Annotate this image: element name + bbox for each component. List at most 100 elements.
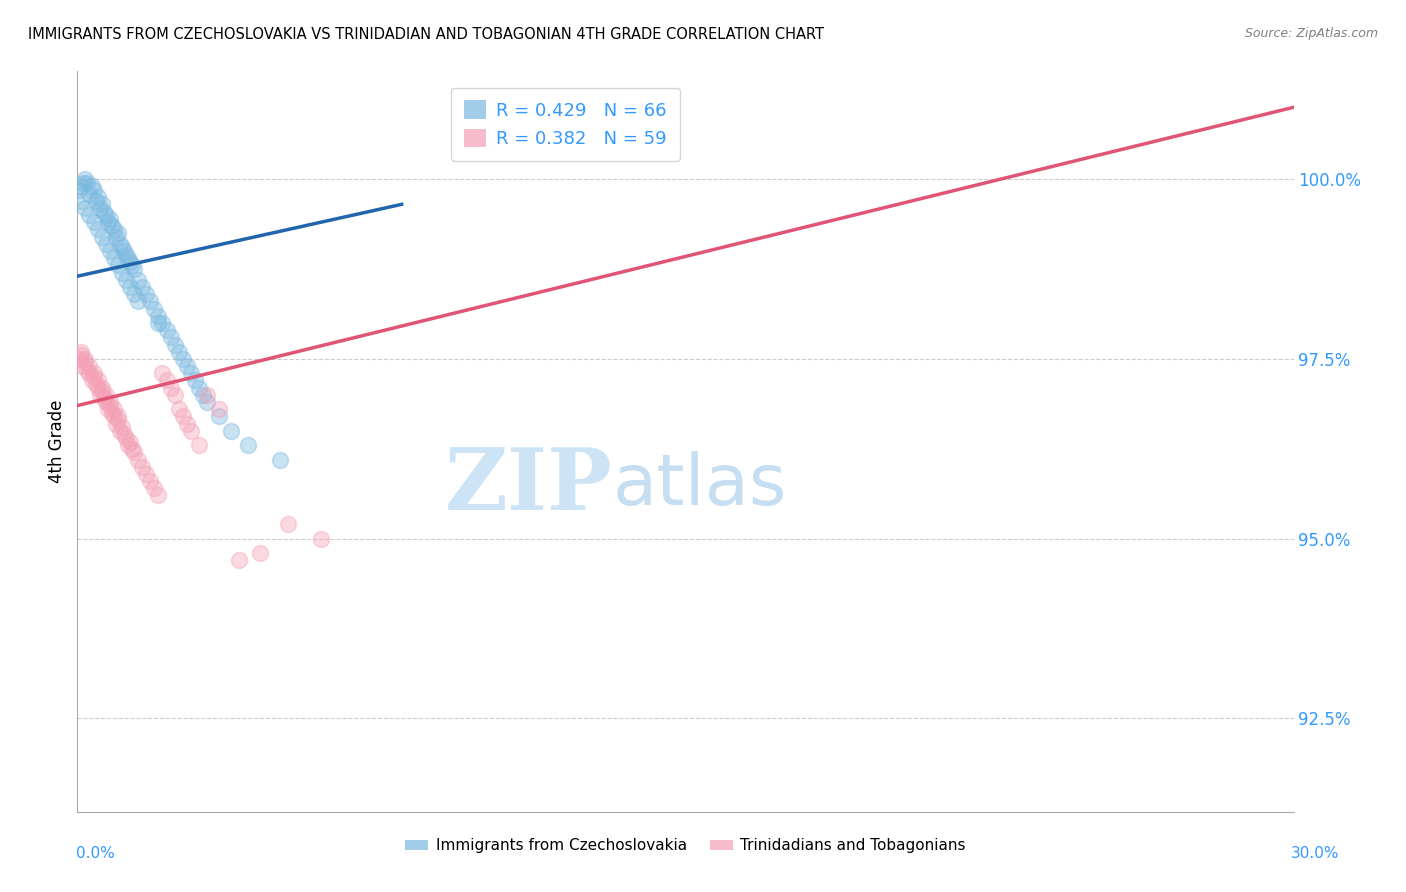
Point (86, 190, 108, 204)
Point (236, 438, 259, 452)
Point (208, 409, 231, 424)
Point (90, 384, 112, 399)
Point (122, 445, 145, 459)
Point (191, 388, 214, 402)
Point (139, 294, 162, 309)
Point (152, 366, 174, 380)
Point (143, 481, 166, 495)
Point (188, 438, 211, 452)
Point (70, 179, 93, 194)
Point (176, 417, 198, 431)
Point (148, 488, 170, 502)
Point (118, 434, 141, 449)
Point (135, 287, 157, 301)
Point (228, 553, 250, 567)
Point (167, 344, 190, 359)
Point (180, 424, 202, 438)
Point (176, 359, 198, 373)
Point (75, 172, 97, 186)
Point (117, 438, 139, 452)
Point (155, 323, 177, 337)
Point (93, 204, 115, 219)
Point (103, 402, 125, 417)
Point (139, 474, 162, 488)
Point (122, 262, 145, 277)
Point (127, 273, 149, 287)
Point (72, 359, 94, 373)
Point (83, 183, 105, 197)
Point (277, 517, 299, 532)
Point (83, 366, 105, 380)
Point (155, 374, 177, 388)
Point (131, 280, 153, 294)
Point (107, 409, 129, 424)
Point (104, 417, 127, 431)
Text: Source: ZipAtlas.com: Source: ZipAtlas.com (1244, 27, 1378, 40)
Point (75, 355, 97, 369)
Point (117, 252, 139, 266)
Point (118, 255, 141, 269)
Point (93, 392, 115, 406)
Point (103, 409, 125, 424)
Point (67, 183, 90, 197)
Point (208, 402, 231, 417)
Point (309, 532, 332, 546)
Point (195, 395, 218, 409)
Point (86, 381, 108, 395)
Text: ZIP: ZIP (444, 444, 613, 528)
Point (75, 201, 97, 215)
Point (108, 424, 131, 438)
Point (97, 402, 120, 417)
Point (143, 301, 166, 316)
Point (97, 215, 120, 229)
Text: IMMIGRANTS FROM CZECHOSLOVAKIA VS TRINIDADIAN AND TOBAGONIAN 4TH GRADE CORRELATI: IMMIGRANTS FROM CZECHOSLOVAKIA VS TRINID… (28, 27, 824, 42)
Point (90, 381, 112, 395)
Point (163, 388, 186, 402)
Point (79, 208, 101, 222)
Point (70, 194, 93, 208)
Point (172, 409, 194, 424)
Point (163, 337, 186, 351)
Point (121, 259, 143, 273)
Point (98, 395, 121, 409)
Point (76, 176, 98, 190)
Point (80, 374, 103, 388)
Point (108, 236, 131, 251)
Point (111, 420, 134, 434)
Point (98, 399, 121, 413)
Point (75, 351, 97, 366)
Point (249, 546, 271, 560)
Point (112, 427, 135, 442)
Point (67, 351, 90, 366)
Point (94, 395, 117, 409)
Point (135, 467, 157, 481)
Point (115, 431, 138, 445)
Point (94, 208, 117, 222)
Y-axis label: 4th Grade: 4th Grade (48, 400, 66, 483)
Point (98, 211, 121, 226)
Point (76, 362, 98, 376)
Point (84, 194, 107, 208)
Point (131, 459, 153, 474)
Point (107, 413, 129, 427)
Point (115, 247, 138, 261)
Point (112, 244, 135, 258)
Text: 0.0%: 0.0% (76, 847, 115, 861)
Point (79, 366, 101, 380)
Point (103, 252, 125, 266)
Point (70, 348, 93, 362)
Point (118, 280, 141, 294)
Point (90, 229, 112, 244)
Point (111, 240, 134, 254)
Point (107, 226, 129, 240)
Point (101, 219, 124, 233)
Point (89, 388, 111, 402)
Point (172, 351, 194, 366)
Point (83, 369, 105, 384)
Point (70, 344, 93, 359)
Point (195, 388, 218, 402)
Point (148, 316, 170, 330)
Point (86, 374, 108, 388)
Point (127, 452, 149, 467)
Point (167, 402, 190, 417)
